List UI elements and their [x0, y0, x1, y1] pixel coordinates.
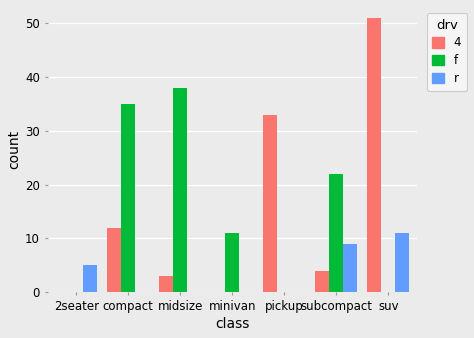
- Bar: [395, 233, 410, 292]
- Bar: [329, 174, 343, 292]
- Y-axis label: count: count: [7, 130, 21, 169]
- Bar: [263, 115, 277, 292]
- Bar: [83, 265, 97, 292]
- X-axis label: class: class: [215, 317, 249, 331]
- Bar: [343, 244, 357, 292]
- Bar: [121, 104, 135, 292]
- Bar: [173, 88, 187, 292]
- Bar: [367, 18, 381, 292]
- Bar: [225, 233, 239, 292]
- Bar: [315, 271, 329, 292]
- Bar: [159, 276, 173, 292]
- Legend: 4, f, r: 4, f, r: [427, 13, 467, 91]
- Bar: [107, 228, 121, 292]
